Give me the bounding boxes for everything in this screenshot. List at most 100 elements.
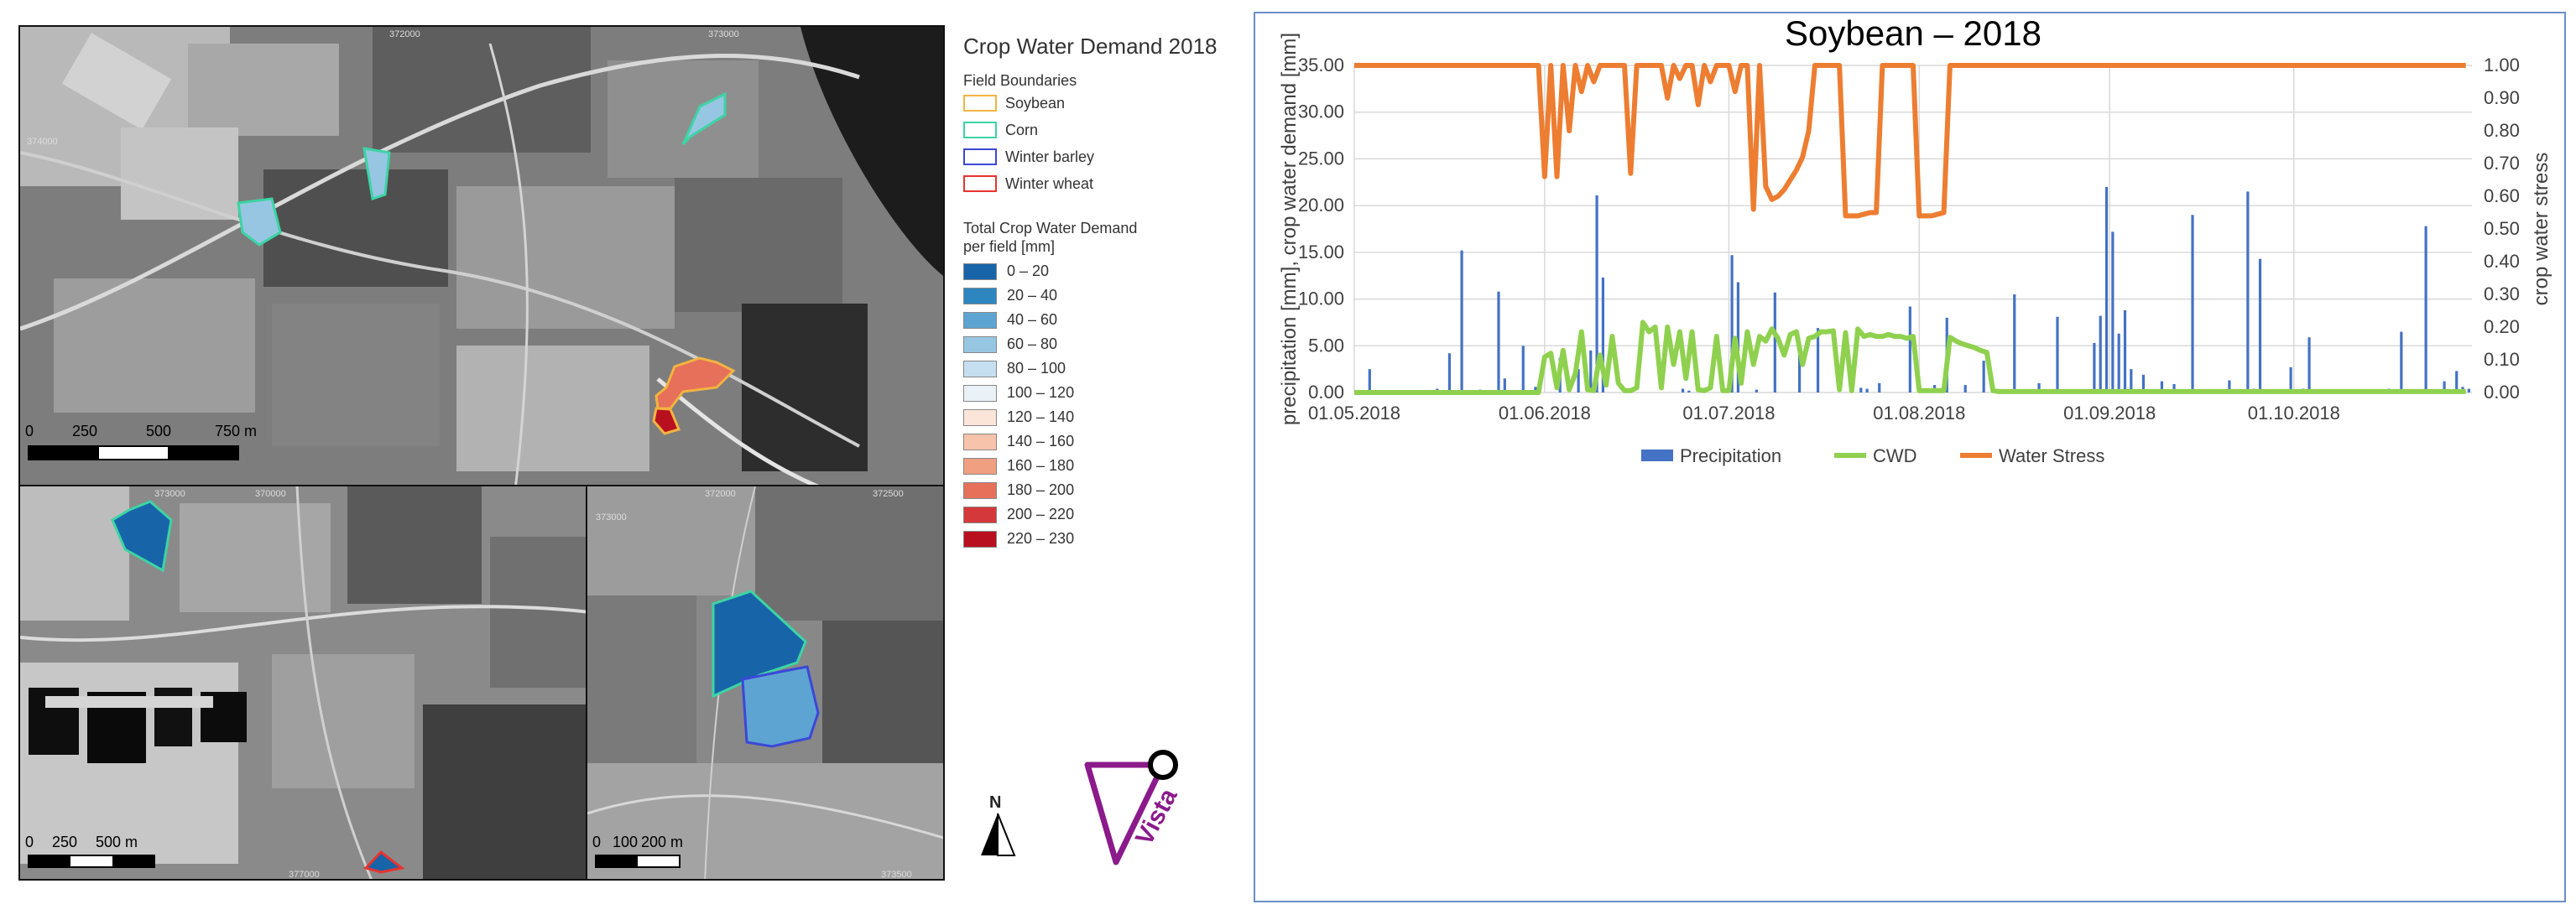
y-tick-right: 0.60 [2484,185,2520,206]
y-tick-right: 0.00 [2484,382,2520,403]
legend-class-item: 180 – 200 [963,478,1249,502]
precipitation-bar [1503,378,1506,392]
class-swatch [963,311,997,329]
map-br-coord: 373500 [881,870,912,880]
precipitation-bar [1368,369,1371,392]
precipitation-bar [2467,388,2470,392]
precipitation-bar [1878,382,1881,392]
y-tick-right: 0.10 [2484,349,2520,370]
class-swatch [963,287,997,304]
scale-label: 100 [613,834,638,850]
x-tick: 01.07.2018 [1682,403,1775,424]
class-swatch [963,506,997,523]
precipitation-bar [2228,380,2231,392]
map-br-coord: 373000 [596,512,627,522]
map-bl-coord: 370000 [255,489,286,499]
class-swatch [963,384,997,402]
precipitation-bar [2400,331,2403,392]
scale-label: 0 [25,834,34,850]
legend-boundary-item: Winter wheat [963,170,1249,197]
vista-logo: Vista [1082,746,1229,872]
chart-panel: Soybean – 2018 0.00 5.00 10.00 15.00 20.00 25.… [1254,12,2566,902]
precipitation-bar [1982,361,1985,392]
precipitation-bar [1687,390,1691,392]
class-label: 60 – 80 [1007,335,1058,352]
legend-class-item: 40 – 60 [963,308,1249,332]
precipitation-bar [1497,291,1500,392]
precipitation-bar [1865,388,1869,392]
precipitation-bar [1755,389,1758,392]
y-tick-right: 0.50 [2484,218,2520,239]
legend-boundary-item: Corn [963,117,1249,143]
north-label: N [989,793,1002,812]
map-top-coord: 373000 [708,29,739,39]
map-legend: Crop Water Demand 2018 Field Boundaries … [963,34,1249,551]
legend-class-item: 60 – 80 [963,332,1249,356]
precipitation-bar [2037,382,2041,392]
legend-title: Crop Water Demand 2018 [963,34,1218,59]
precipitation-bar [2424,226,2427,392]
precipitation-bar [1730,255,1734,392]
north-arrow-icon [981,813,1016,856]
map-bl-coord: 377000 [289,870,320,880]
class-swatch [963,335,997,353]
boundary-label: Winter barley [1005,148,1095,165]
legend-label: CWD [1873,445,1917,466]
scale-label: 250 [52,834,77,850]
map-bottom-right-imagery: 372000 372500 373000 373500 0 100 200 m [587,486,943,880]
class-label: 120 – 140 [1007,408,1075,425]
precipitation-bar [1589,350,1593,392]
precipitation-bar [2289,366,2292,392]
precipitation-bar [1447,353,1452,392]
precipitation-bar [2191,215,2194,392]
precipitation-bar [1601,277,1605,392]
precipitation-bar [2093,342,2096,392]
x-tick: 01.10.2018 [2248,403,2340,424]
precipitation-bar [2246,191,2250,392]
precipitation-bar [1534,387,1537,392]
precipitation-bar [2160,381,2164,392]
precipitation-bar [1908,306,1911,392]
scale-label: 0 [592,834,601,850]
precipitation-bar [1773,292,1776,392]
precipitation-bar [2172,383,2176,392]
y-tick-left: 0.00 [1308,382,1344,403]
y-tick-right: 0.80 [2484,120,2520,141]
precipitation-bar [2111,231,2115,392]
map-top-imagery: 372000 373000 374000 0 250 500 750 m [20,27,943,486]
class-swatch [963,433,997,450]
scale-label: 200 m [641,834,683,850]
precipitation-bar [1521,346,1525,392]
legend-demand-title: Total Crop Water Demand [963,220,1138,236]
boundary-swatch [963,122,997,138]
precipitation-bar [2123,309,2127,392]
precipitation-bar [2130,369,2133,392]
precipitation-bar [1577,369,1580,392]
map-top: 372000 373000 374000 0 250 500 750 m [18,25,945,488]
legend-class-item: 100 – 120 [963,381,1249,405]
y-axis-label-left: precipitation [mm], crop water demand [m… [1278,33,1301,425]
y-tick-left: 5.00 [1308,335,1344,356]
y-tick-right: 0.30 [2484,283,2520,304]
precipitation-bar [2013,294,2016,392]
class-label: 140 – 160 [1007,433,1075,450]
map-bottom-left: 373000 370000 377000 0 250 500 m [18,485,589,881]
map-bl-coord: 373000 [154,489,185,499]
class-label: 0 – 20 [1007,262,1050,279]
precipitation-bar [2443,381,2446,392]
precipitation-bar [1798,341,1802,392]
legend-class-item: 160 – 180 [963,454,1249,478]
class-label: 20 – 40 [1007,287,1058,304]
boundary-swatch [963,148,997,165]
map-bottom-right: 372000 372500 373000 373500 0 100 200 m [586,485,945,881]
y-tick-right: 0.90 [2484,87,2520,108]
precipitation-bar [1859,387,1863,392]
class-swatch [963,530,997,548]
scale-label: 750 m [215,423,257,439]
y-tick-left: 15.00 [1298,242,1344,262]
boundary-label: Corn [1005,121,1039,138]
y-tick-right: 0.40 [2484,251,2520,272]
legend-class-item: 200 – 220 [963,502,1249,527]
boundary-label: Soybean [1005,94,1066,112]
y-tick-left: 10.00 [1298,288,1344,309]
